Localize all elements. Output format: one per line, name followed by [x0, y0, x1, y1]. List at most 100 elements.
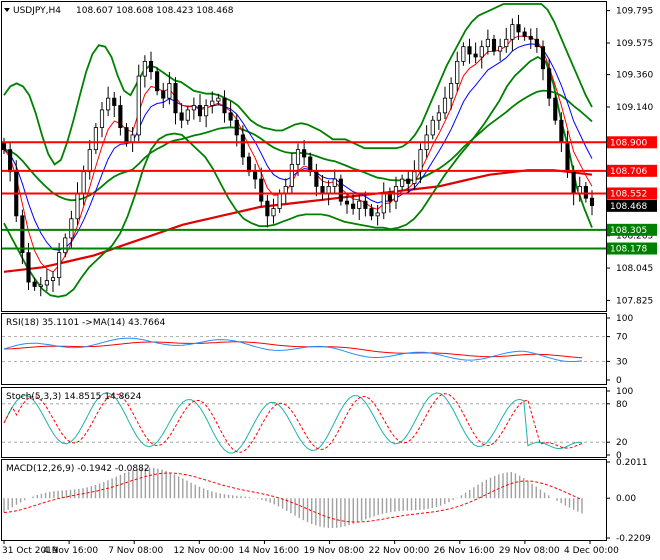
candle-body	[99, 109, 105, 128]
candle-body	[522, 31, 527, 37]
macd-panel-frame	[1, 459, 607, 541]
candle-body	[185, 109, 190, 121]
price-tick-label: 109.140	[616, 103, 653, 113]
candle-body	[106, 97, 111, 111]
rsi-tick-label: 30	[616, 357, 628, 367]
candle-body	[467, 46, 472, 55]
candle-body	[81, 171, 86, 195]
time-tick-label: 19 Nov 08:00	[304, 546, 365, 556]
macd-tick-label: 0.2011	[616, 458, 648, 468]
time-tick-label: 22 Nov 00:00	[369, 546, 430, 556]
candle-body	[161, 90, 166, 99]
candle-body	[20, 215, 25, 254]
stoch-tick-label: 80	[616, 400, 628, 410]
candle-body	[197, 105, 203, 117]
candle-body	[142, 60, 147, 77]
stoch-signal-line	[3, 393, 583, 453]
rsi-panel-frame	[1, 313, 607, 385]
candle-body	[44, 280, 49, 286]
main-panel-frame	[1, 1, 607, 312]
candle-body	[430, 119, 435, 136]
level-tag	[607, 242, 657, 255]
candle-body	[222, 97, 227, 114]
time-tick-label: 4 Nov 16:00	[43, 546, 98, 556]
candle-body	[57, 252, 62, 279]
rsi-tick-label: 0	[616, 376, 622, 386]
candle-body	[491, 38, 497, 52]
candle-body	[528, 35, 533, 40]
candle-body	[130, 134, 135, 143]
time-tick-label: 26 Nov 16:00	[434, 546, 495, 556]
candle-body	[173, 83, 178, 114]
rsi-title: RSI(18) 35.1101 ->MA(14) 43.7664	[6, 318, 166, 328]
candle-body	[136, 75, 141, 136]
candle-body	[75, 193, 80, 220]
candle-body	[38, 284, 43, 287]
candle-body	[210, 100, 215, 106]
candle-body	[179, 112, 184, 121]
macd-layer: 0.2011 0.00 -0.2209	[3, 458, 651, 544]
candle-body	[400, 178, 405, 187]
level-tag	[607, 223, 657, 236]
stoch-main-line	[3, 392, 583, 454]
candle-body	[412, 171, 417, 184]
level-tag	[607, 164, 657, 177]
stoch-tick-label: 20	[616, 438, 628, 448]
ohlc-values: 108.607 108.608 108.423 108.468	[76, 6, 234, 16]
macd-tick-label: 0.00	[616, 494, 636, 504]
ma-slow-line	[3, 169, 593, 273]
candle-body	[540, 46, 546, 70]
price-tick-label: 109.360	[616, 71, 653, 81]
level-tag	[607, 136, 657, 149]
price-tick-label: 109.575	[616, 39, 653, 49]
level-tag-label: 108.900	[610, 138, 647, 148]
candle-body	[381, 193, 386, 214]
candle-body	[26, 252, 31, 283]
candle-body	[479, 46, 484, 58]
price-tick-label: 109.795	[616, 7, 653, 17]
candle-body	[442, 97, 448, 114]
candle-body	[118, 105, 123, 128]
candle-body	[553, 97, 558, 121]
rsi-line	[3, 337, 583, 363]
candle-body	[332, 178, 337, 187]
candle-body	[455, 60, 460, 84]
candle-body	[8, 149, 13, 173]
time-tick-label: 4 Dec 00:00	[564, 546, 619, 556]
candle-body	[461, 46, 466, 62]
macd-tick-label: -0.2209	[616, 534, 651, 544]
time-tick-label: 7 Nov 08:00	[108, 546, 163, 556]
level-tag-label: 108.178	[610, 245, 647, 255]
stoch-layer: 100 80 20 0	[2, 387, 633, 461]
candle-body	[559, 119, 564, 143]
rsi-tick-label: 70	[616, 333, 628, 343]
candle-body	[246, 156, 252, 173]
candle-body	[155, 71, 160, 92]
time-tick-label: 12 Nov 00:00	[173, 546, 234, 556]
stoch-panel-frame	[1, 387, 607, 458]
candle-body	[571, 171, 576, 195]
candle-body	[295, 149, 301, 165]
rsi-tick-label: 100	[616, 314, 633, 324]
candle-body	[510, 24, 515, 40]
level-tag-label: 108.706	[610, 167, 647, 177]
level-tag	[607, 187, 657, 200]
candle-body	[485, 38, 490, 48]
candle-body	[504, 38, 509, 48]
candle-body	[516, 24, 521, 33]
stoch-title: Stoch(5,3,3) 14.8515 14.8624	[6, 392, 142, 402]
candle-body	[363, 200, 368, 209]
candle-body	[32, 281, 37, 287]
candle-body	[50, 277, 56, 281]
symbol-dropdown-icon[interactable]	[4, 8, 10, 12]
candle-body	[369, 208, 374, 217]
symbol-label: USDJPY,H4	[13, 6, 61, 16]
candle-body	[418, 149, 423, 173]
candle-body	[124, 127, 129, 143]
candle-body	[338, 178, 343, 202]
candle-body	[167, 83, 172, 99]
stoch-tick-label: 100	[616, 387, 633, 397]
candle-body	[63, 237, 68, 254]
time-tick-label: 14 Nov 16:00	[238, 546, 299, 556]
